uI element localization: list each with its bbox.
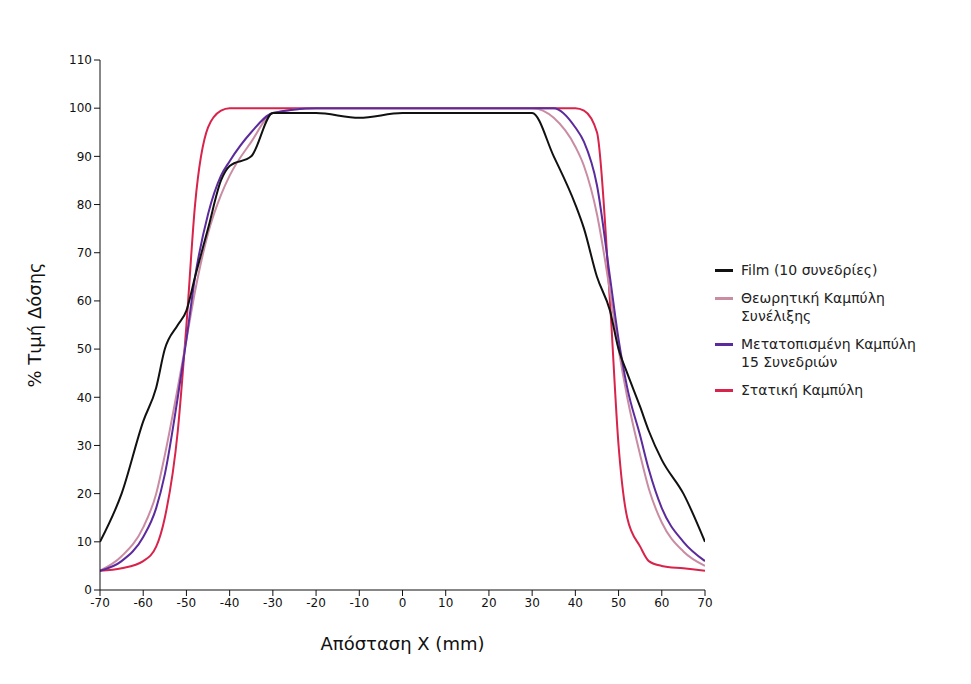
svg-text:10: 10 (77, 535, 92, 549)
svg-text:-60: -60 (133, 596, 153, 610)
svg-text:20: 20 (77, 487, 92, 501)
svg-text:110: 110 (69, 53, 92, 67)
html-text:Film (10 συνεδρίες): Film (10 συνεδρίες) (741, 262, 878, 278)
svg-text:60: 60 (77, 294, 92, 308)
svg-text:80: 80 (77, 198, 92, 212)
svg-text:70: 70 (697, 596, 712, 610)
svg-text:90: 90 (77, 150, 92, 164)
svg-text:-10: -10 (349, 596, 369, 610)
svg-text:40: 40 (568, 596, 583, 610)
svg-text:0: 0 (399, 596, 407, 610)
svg-text:-30: -30 (263, 596, 283, 610)
svg-text:30: 30 (525, 596, 540, 610)
html-text:Μετατοπισμένη Καμπύλη 15 Συνεδ: Μετατοπισμένη Καμπύλη 15 Συνεδριών (741, 336, 916, 370)
svg-text:Απόσταση X (mm): Απόσταση X (mm) (321, 633, 485, 654)
svg-text:10: 10 (438, 596, 453, 610)
svg-text:70: 70 (77, 246, 92, 260)
svg-text:50: 50 (611, 596, 626, 610)
svg-text:-70: -70 (90, 596, 110, 610)
svg-text:50: 50 (77, 342, 92, 356)
svg-text:100: 100 (69, 101, 92, 115)
svg-text:-40: -40 (220, 596, 240, 610)
svg-text:20: 20 (481, 596, 496, 610)
svg-text:0: 0 (84, 583, 92, 597)
svg-text:-20: -20 (306, 596, 326, 610)
html-text:Στατική Καμπύλη: Στατική Καμπύλη (741, 382, 864, 398)
svg-text:-50: -50 (177, 596, 197, 610)
svg-text:30: 30 (77, 439, 92, 453)
svg-text:% Τιμή Δόσης: % Τιμή Δόσης (24, 262, 45, 387)
html-text:Θεωρητική Καμπύλη Συνέλιξης: Θεωρητική Καμπύλη Συνέλιξης (741, 290, 885, 324)
svg-text:40: 40 (77, 391, 92, 405)
svg-text:60: 60 (654, 596, 669, 610)
